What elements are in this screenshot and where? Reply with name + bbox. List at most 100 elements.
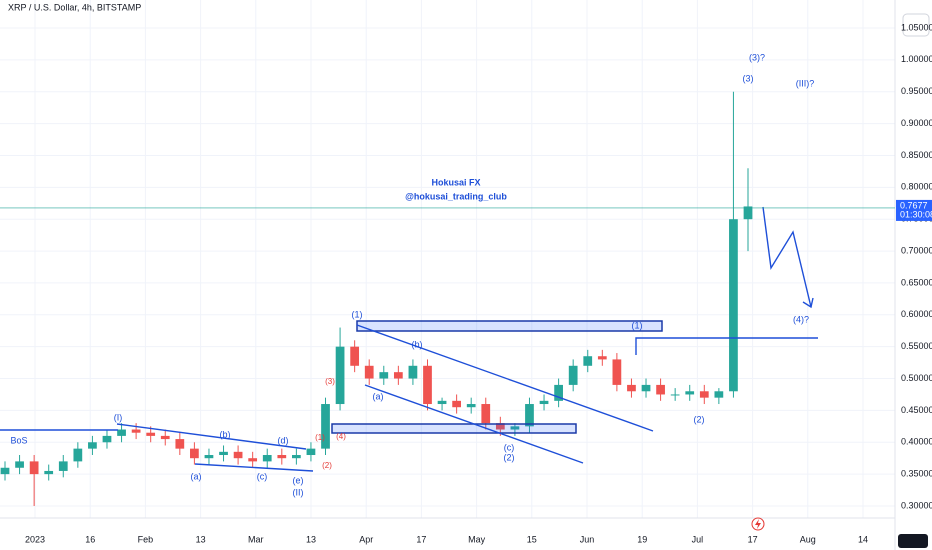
candle-body: [190, 448, 199, 459]
x-tick-label: Mar: [248, 534, 264, 544]
zone-box: [331, 423, 577, 434]
wave-label: (2): [322, 461, 332, 470]
wave-label: (2): [694, 414, 705, 424]
x-tick-label: 17: [416, 534, 426, 544]
candle-body: [612, 359, 622, 385]
channel-upper: [356, 324, 654, 432]
candle-body: [262, 455, 272, 462]
candle-body: [729, 219, 738, 392]
x-tick-label: Apr: [359, 534, 373, 544]
y-tick-label: 0.95000: [901, 86, 932, 96]
wave-label: (c): [257, 471, 268, 481]
candle-body: [597, 356, 607, 360]
x-tick-label: Feb: [138, 534, 154, 544]
zone-box: [356, 320, 663, 332]
y-tick-label: 0.55000: [901, 341, 932, 351]
channel-lower: [364, 384, 584, 464]
candle-body: [452, 400, 461, 408]
x-tick-label: Aug: [800, 534, 816, 544]
y-tick-label: 1.00000: [901, 54, 932, 64]
x-tick-label: 15: [527, 534, 537, 544]
y-tick-label: 0.40000: [901, 437, 932, 447]
countdown: 01:30:08: [900, 209, 932, 219]
candle-body: [627, 384, 636, 392]
y-tick-label: 0.30000: [901, 500, 932, 510]
candles: [0, 91, 753, 506]
x-tick-label: 13: [196, 534, 206, 544]
candle-body: [292, 455, 301, 459]
wave-label: (a): [191, 471, 202, 481]
candle-body: [88, 442, 97, 449]
candle-body: [15, 461, 24, 468]
x-tick-label: 17: [748, 534, 758, 544]
y-tick-label: 0.90000: [901, 118, 932, 128]
candle-body: [510, 426, 520, 430]
candle-body: [175, 439, 185, 449]
candle-body: [146, 432, 156, 436]
wave-label: (a): [373, 391, 384, 401]
y-tick-label: 0.85000: [901, 150, 932, 160]
candle-body: [364, 365, 374, 379]
candle-body: [0, 467, 10, 475]
candle-body: [379, 372, 389, 379]
x-tick-label: 19: [637, 534, 647, 544]
wave-label: (e): [293, 475, 304, 485]
last-price-box: [896, 199, 932, 221]
y-tick-label: 0.65000: [901, 277, 932, 287]
triangle-lower: [194, 463, 314, 472]
settings-button[interactable]: [902, 13, 930, 37]
y-tick-label: 0.50000: [901, 373, 932, 383]
candle-body: [525, 404, 534, 427]
x-tick-label: Jul: [692, 534, 704, 544]
candle-body: [277, 455, 287, 459]
x-tick-label: 16: [85, 534, 95, 544]
candle-body: [641, 384, 651, 392]
candle-body: [204, 455, 214, 459]
candle-body: [481, 404, 491, 424]
wave-label: (4)?: [793, 314, 809, 324]
candle-body: [423, 365, 432, 405]
candle-body: [743, 206, 753, 220]
wave-label: (1): [352, 309, 363, 319]
candle-body: [656, 384, 665, 395]
last-price-label: 0.7677: [900, 200, 928, 210]
wave-label: (II): [293, 487, 304, 497]
candle-body: [568, 365, 578, 385]
wave-label: (b): [412, 339, 423, 349]
y-tick-label: 0.35000: [901, 469, 932, 479]
candle-body: [466, 404, 476, 408]
wave-label: (d): [278, 435, 289, 445]
candle-body: [408, 365, 418, 379]
candle-body: [29, 461, 39, 475]
candle-body: [117, 429, 126, 436]
wave-label: (III)?: [796, 78, 815, 88]
candle-body: [248, 458, 258, 462]
x-tick-label: 2023: [25, 534, 45, 544]
x-tick-label: Jun: [580, 534, 595, 544]
candle-body: [539, 400, 549, 405]
y-tick-label: 0.80000: [901, 182, 932, 192]
wave-label: (I): [114, 412, 123, 422]
candle-body: [350, 346, 360, 366]
x-tick-label: May: [468, 534, 486, 544]
candle-body: [714, 391, 724, 398]
candle-body: [437, 400, 447, 405]
candle-body: [131, 429, 141, 433]
candle-body: [219, 451, 228, 456]
x-tick-label: 13: [306, 534, 316, 544]
arrow-head: [802, 297, 814, 309]
wave-label: (b): [220, 429, 231, 439]
candle-body: [233, 451, 243, 459]
handle: @hokusai_trading_club: [405, 191, 507, 201]
candle-body: [321, 404, 330, 449]
y-tick-label: 0.45000: [901, 405, 932, 415]
y-tick-label: 0.70000: [901, 245, 932, 255]
wave-label: (4): [336, 432, 346, 441]
candle-body: [685, 391, 695, 395]
chart-title: XRP / U.S. Dollar, 4h, BITSTAMP: [8, 2, 141, 12]
candle-body: [554, 384, 563, 401]
wave-label: (1): [632, 320, 643, 330]
level-line: [635, 337, 818, 355]
candle-body: [58, 461, 68, 471]
